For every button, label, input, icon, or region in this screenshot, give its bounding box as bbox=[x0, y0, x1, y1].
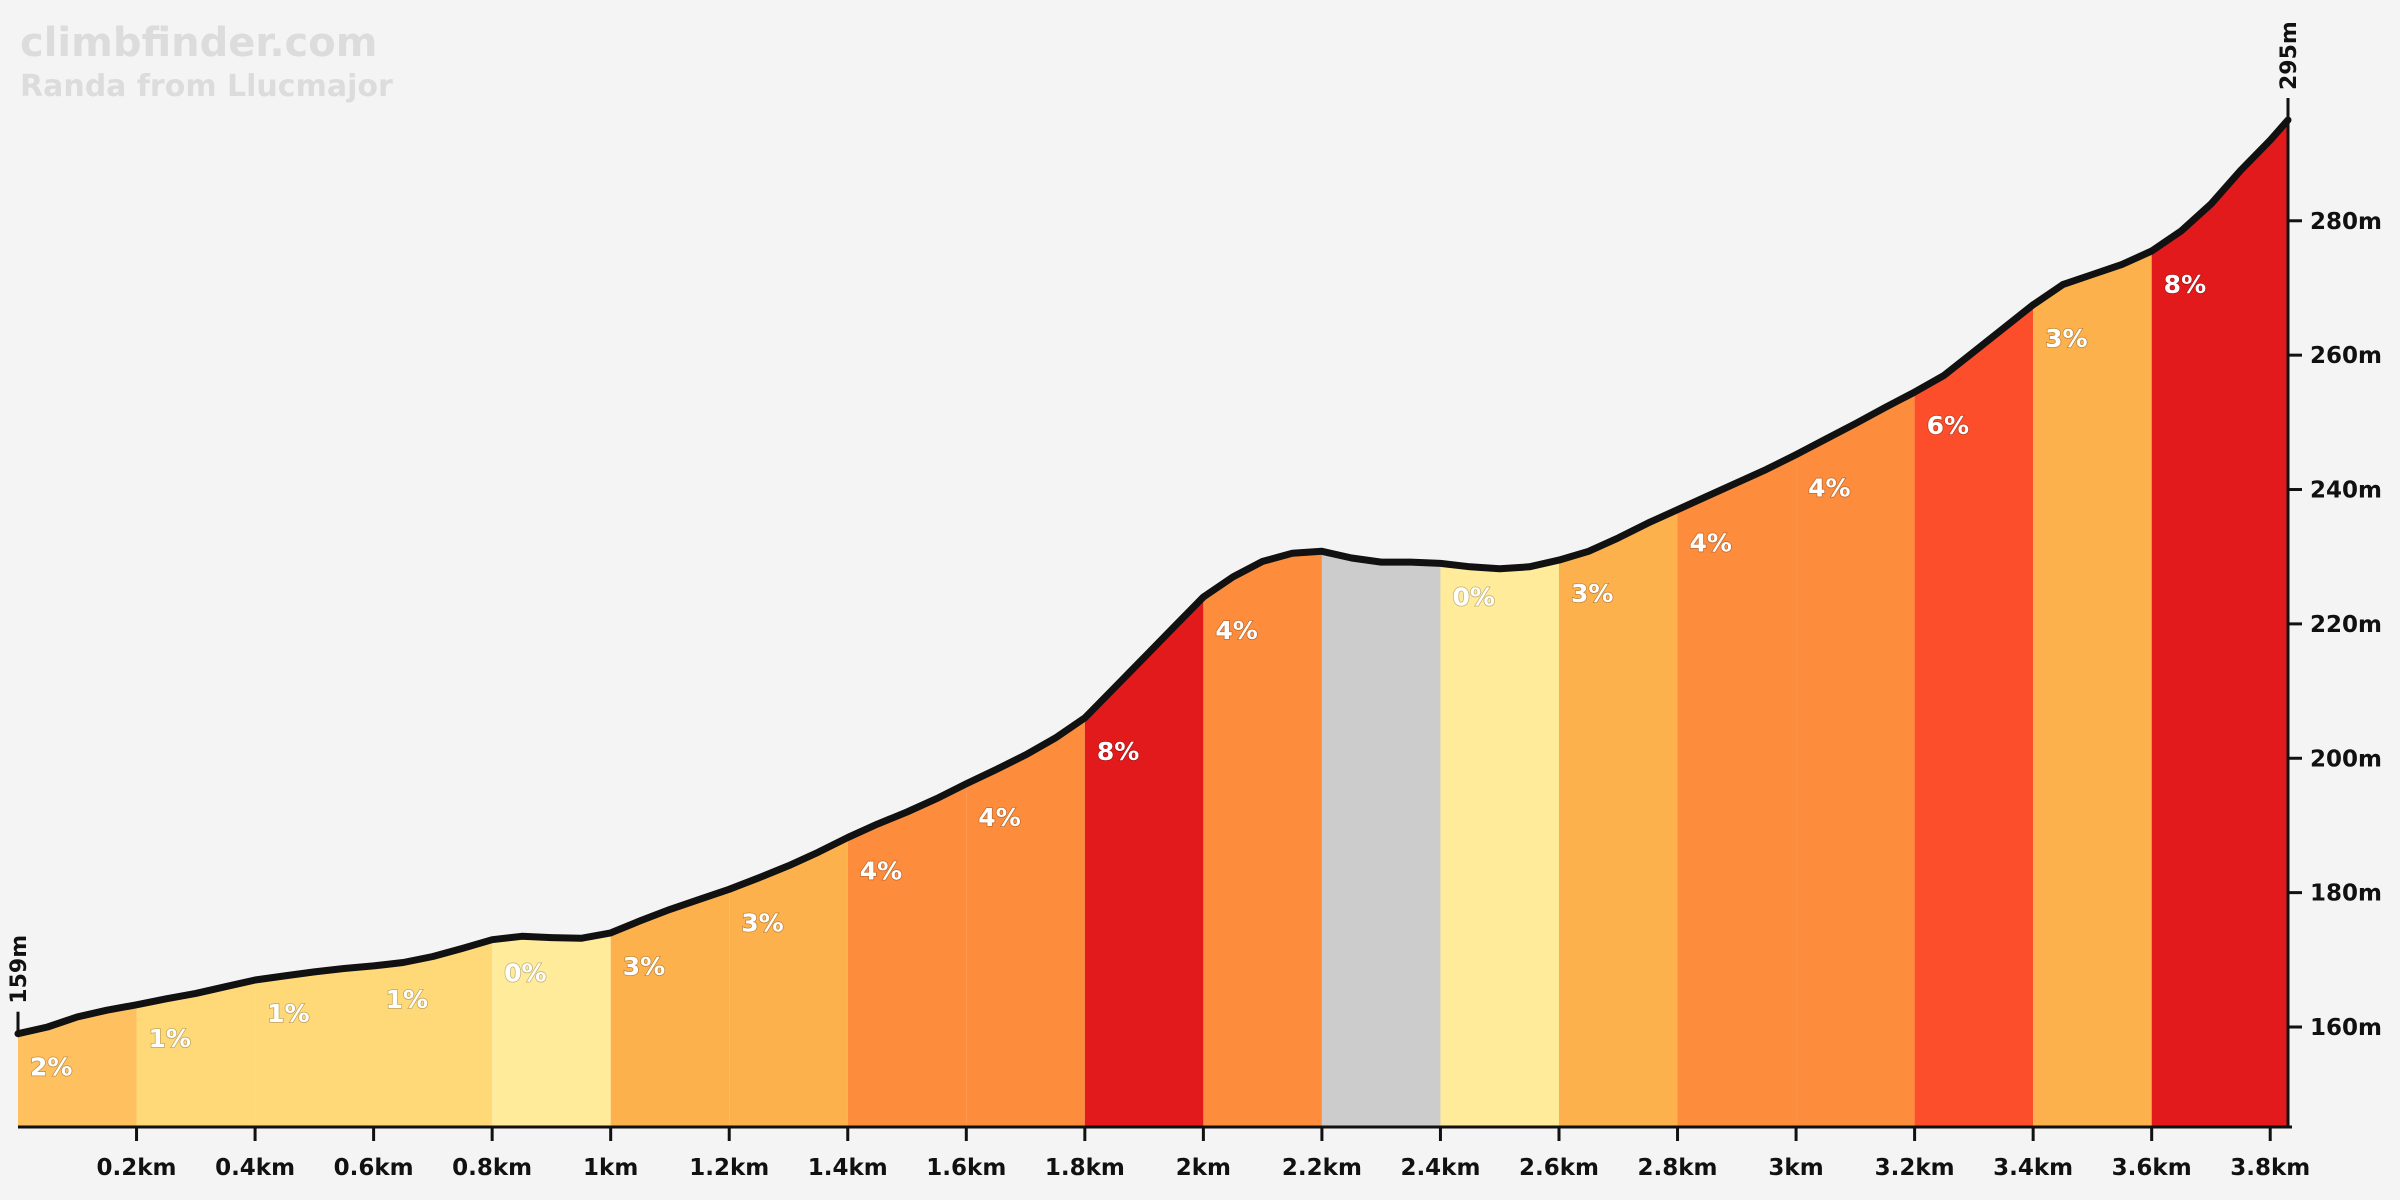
grade-segment-14 bbox=[1558, 509, 1678, 1127]
start-elevation-label: 159m bbox=[7, 935, 32, 1004]
end-elevation-label: 295m bbox=[2277, 21, 2302, 90]
grade-segment-11 bbox=[1203, 551, 1322, 1127]
start-end-markers: 159m 295m bbox=[7, 21, 2302, 1034]
grade-label-7: 3% bbox=[741, 908, 783, 937]
x-tick-label-3: 0.6km bbox=[334, 1155, 414, 1181]
grade-segment-12 bbox=[1321, 551, 1441, 1127]
y-axis: 160m 180m 200m 220m 240m 260m 280m bbox=[2286, 120, 2382, 1127]
grade-segments bbox=[18, 120, 2288, 1128]
grade-segment-5 bbox=[492, 932, 611, 1127]
x-tick-label-13: 2.6km bbox=[1519, 1155, 1599, 1181]
grade-segment-3 bbox=[255, 965, 374, 1127]
x-tick-label-9: 1.8km bbox=[1045, 1155, 1125, 1181]
grade-label-10: 8% bbox=[1097, 737, 1139, 766]
site-brand: climbfinder.com bbox=[20, 20, 377, 66]
grade-label-9: 4% bbox=[978, 803, 1020, 832]
x-tick-label-8: 1.6km bbox=[926, 1155, 1006, 1181]
grade-segment-7 bbox=[729, 837, 848, 1127]
grade-segment-10 bbox=[1084, 597, 1204, 1127]
grade-segment-2 bbox=[136, 979, 256, 1127]
x-tick-label-19: 3.8km bbox=[2230, 1155, 2310, 1181]
elevation-profile-line bbox=[14, 116, 2292, 1038]
x-axis: 0.2km 0.4km 0.6km 0.8km 1km 1.2km 1.4km 1.6km 1.… bbox=[18, 1125, 2310, 1181]
x-tick-label-1: 0.2km bbox=[97, 1155, 177, 1181]
x-tick-label-11: 2.2km bbox=[1282, 1155, 1362, 1181]
x-tick-label-2: 0.4km bbox=[215, 1155, 295, 1181]
grade-segment-8 bbox=[847, 783, 967, 1127]
grade-segment-6 bbox=[610, 889, 730, 1127]
x-tick-label-5: 1km bbox=[583, 1155, 638, 1181]
grade-segment-16 bbox=[1796, 392, 1915, 1128]
y-tick-label-2: 180m bbox=[2310, 881, 2382, 907]
grade-label-6: 3% bbox=[623, 952, 665, 981]
grade-label-11: 4% bbox=[1215, 616, 1257, 645]
grade-labels: 2% 1% 1% 1% 0% 3% 3% 4% 4% 8% 4% 0% 3% 4% 4% 6% 3% 8% bbox=[29, 269, 2207, 1082]
grade-segment-1 bbox=[18, 1004, 137, 1127]
grade-label-17: 6% bbox=[1927, 411, 1969, 440]
grade-label-16: 4% bbox=[1808, 474, 1850, 503]
x-tick-label-14: 2.8km bbox=[1638, 1155, 1718, 1181]
grade-label-19: 8% bbox=[2164, 270, 2206, 299]
grade-label-14: 3% bbox=[1571, 579, 1613, 608]
grade-label-1: 2% bbox=[30, 1053, 72, 1082]
grade-segment-13 bbox=[1440, 560, 1559, 1127]
grade-segment-18 bbox=[2033, 251, 2152, 1127]
profile-line-group bbox=[14, 116, 2292, 1038]
grade-segment-17 bbox=[1914, 304, 2034, 1127]
climb-name: Randa from Llucmajor bbox=[20, 69, 393, 104]
x-tick-label-18: 3.6km bbox=[2112, 1155, 2192, 1181]
grade-segment-9 bbox=[966, 717, 1085, 1127]
grade-label-13: 0% bbox=[1452, 582, 1494, 611]
y-tick-label-6: 260m bbox=[2310, 343, 2382, 369]
y-tick-label-4: 220m bbox=[2310, 612, 2382, 638]
x-tick-label-12: 2.4km bbox=[1400, 1155, 1480, 1181]
grade-label-18: 3% bbox=[2045, 324, 2087, 353]
grade-label-3: 1% bbox=[267, 999, 309, 1028]
y-tick-label-1: 160m bbox=[2310, 1015, 2382, 1041]
grade-label-15: 4% bbox=[1690, 529, 1732, 558]
x-tick-label-15: 3km bbox=[1768, 1155, 1823, 1181]
grade-segment-15 bbox=[1677, 454, 1797, 1127]
x-tick-label-4: 0.8km bbox=[452, 1155, 532, 1181]
grade-segment-19 bbox=[2151, 120, 2288, 1127]
grade-label-5: 0% bbox=[504, 959, 546, 988]
y-tick-label-3: 200m bbox=[2310, 746, 2382, 772]
x-tick-label-16: 3.2km bbox=[1875, 1155, 1955, 1181]
x-tick-label-6: 1.2km bbox=[689, 1155, 769, 1181]
grade-label-2: 1% bbox=[149, 1024, 191, 1053]
x-tick-label-17: 3.4km bbox=[1993, 1155, 2073, 1181]
grade-segment-4 bbox=[373, 939, 493, 1127]
grade-label-8: 4% bbox=[860, 857, 902, 886]
y-tick-label-7: 280m bbox=[2310, 209, 2382, 235]
x-tick-label-10: 2km bbox=[1176, 1155, 1231, 1181]
x-tick-label-7: 1.4km bbox=[808, 1155, 888, 1181]
grade-label-4: 1% bbox=[386, 985, 428, 1014]
y-tick-label-5: 240m bbox=[2310, 478, 2382, 504]
